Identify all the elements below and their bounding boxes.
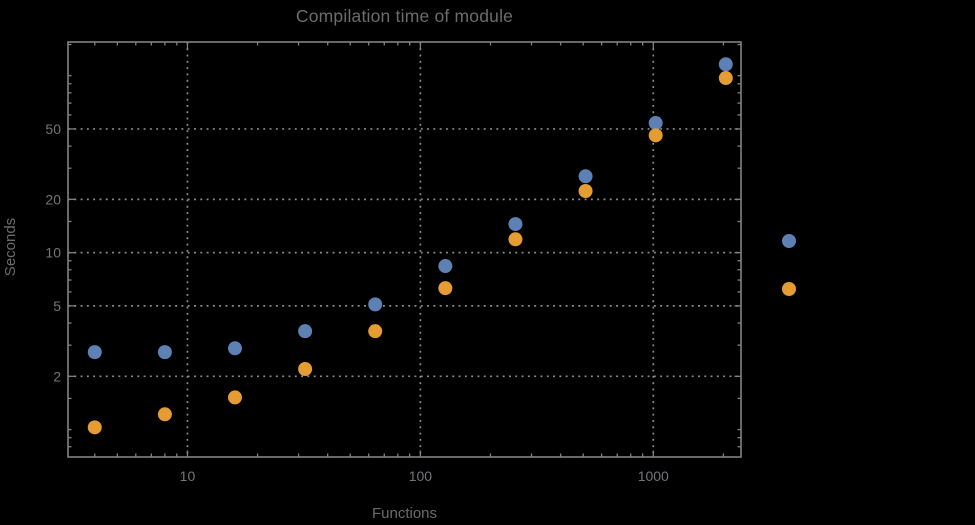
data-point-series-2 (157, 407, 172, 422)
data-point-series-2 (298, 361, 313, 376)
plot-frame (67, 41, 742, 458)
data-point-series-2 (718, 71, 733, 86)
data-point-series-1 (648, 116, 663, 131)
y-tick-label: 20 (45, 191, 61, 207)
y-tick-label: 5 (53, 298, 61, 314)
legend (782, 234, 797, 296)
data-point-series-1 (227, 341, 242, 356)
data-point-series-2 (508, 232, 523, 247)
data-point-series-1 (718, 57, 733, 72)
data-point-series-2 (648, 128, 663, 143)
x-tick-label: 100 (409, 468, 433, 484)
y-axis-label: Seconds (2, 217, 19, 277)
x-tick-label: 1000 (638, 468, 669, 484)
data-point-series-1 (438, 259, 453, 274)
data-point-series-2 (578, 184, 593, 199)
y-tick-label: 50 (45, 121, 61, 137)
y-tick-label: 10 (45, 245, 61, 261)
x-tick-label: 10 (180, 468, 196, 484)
x-axis-label: Functions (371, 505, 438, 522)
chart-title: Compilation time of module (295, 6, 514, 26)
data-point-series-2 (368, 324, 383, 339)
legend-marker-series-2 (782, 282, 796, 296)
data-point-series-1 (368, 297, 383, 312)
data-point-series-2 (227, 390, 242, 405)
data-point-series-1 (508, 217, 523, 232)
data-point-series-1 (578, 169, 593, 184)
data-point-series-1 (298, 324, 313, 339)
data-point-series-2 (87, 420, 102, 435)
legend-marker-series-1 (782, 234, 796, 248)
data-point-series-1 (87, 345, 102, 360)
y-tick-label: 2 (53, 368, 61, 384)
data-point-series-1 (157, 345, 172, 360)
data-point-series-2 (438, 281, 453, 296)
